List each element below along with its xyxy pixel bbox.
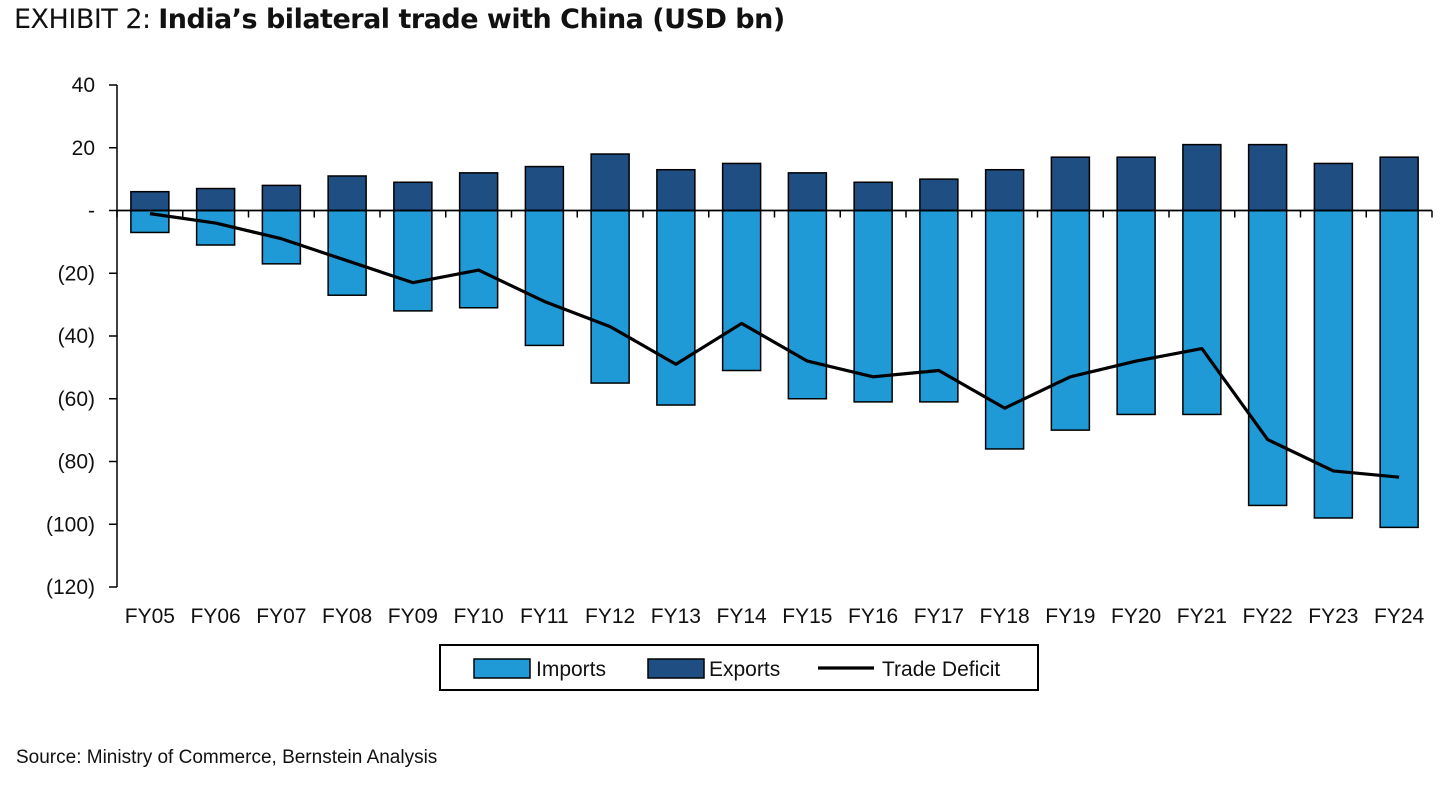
legend-exports-swatch xyxy=(647,658,705,679)
exports-bar-fy12 xyxy=(590,153,630,212)
exports-bar-fy10 xyxy=(458,172,499,212)
exports-bar-fy11 xyxy=(524,165,565,212)
exports-bar-fy14 xyxy=(721,162,762,212)
x-tick-label: FY10 xyxy=(454,605,504,628)
imports-bar-fy24 xyxy=(1379,209,1419,529)
legend-deficit-label: Trade Deficit xyxy=(882,658,1000,681)
x-tick-label: FY17 xyxy=(914,605,964,628)
title-text: India’s bilateral trade with China (USD … xyxy=(158,4,785,35)
x-tick-label: FY08 xyxy=(322,605,372,628)
y-tick-label: (20) xyxy=(58,262,95,285)
imports-bar-fy09 xyxy=(393,209,433,312)
imports-bar-fy13 xyxy=(656,209,696,406)
y-tick-label: (80) xyxy=(58,451,95,474)
exports-bar-fy20 xyxy=(1116,156,1156,212)
x-tick-label: FY24 xyxy=(1374,605,1425,628)
x-tick-label: FY16 xyxy=(848,605,898,628)
y-tick-label: 20 xyxy=(72,137,95,160)
exports-bar-fy06 xyxy=(195,187,236,212)
exports-bar-fy21 xyxy=(1182,143,1222,212)
legend-imports-swatch xyxy=(473,658,531,679)
x-tick-label: FY05 xyxy=(125,605,175,628)
imports-bar-fy08 xyxy=(327,209,367,296)
x-tick-label: FY12 xyxy=(585,605,635,628)
x-tick-label: FY22 xyxy=(1243,605,1293,628)
imports-bar-fy22 xyxy=(1247,209,1288,507)
imports-bar-fy21 xyxy=(1182,209,1222,416)
exports-bar-fy16 xyxy=(853,181,893,212)
x-tick-label: FY14 xyxy=(717,605,768,628)
exports-bar-fy09 xyxy=(393,181,433,212)
y-tick-label: (100) xyxy=(46,513,95,536)
x-tick-label: FY23 xyxy=(1308,605,1358,628)
exports-bar-fy05 xyxy=(130,190,170,212)
exports-bar-fy24 xyxy=(1379,156,1419,212)
x-tick-label: FY19 xyxy=(1045,605,1095,628)
imports-bar-fy10 xyxy=(458,209,499,309)
trade-deficit-line xyxy=(149,212,1400,479)
imports-bar-fy11 xyxy=(524,209,565,347)
exports-bar-fy07 xyxy=(261,184,302,212)
exports-bar-fy13 xyxy=(656,168,696,212)
imports-bar-fy18 xyxy=(984,209,1025,450)
y-tick-label: (120) xyxy=(46,576,95,599)
source-note: Source: Ministry of Commerce, Bernstein … xyxy=(16,747,438,768)
exports-bar-fy15 xyxy=(787,172,828,212)
y-tick-label: - xyxy=(88,200,95,223)
exports-bar-fy18 xyxy=(984,168,1025,212)
y-tick-label: 40 xyxy=(72,74,95,97)
imports-bar-fy20 xyxy=(1116,209,1156,416)
x-tick-label: FY06 xyxy=(191,605,241,628)
exports-bar-fy23 xyxy=(1313,162,1354,212)
imports-bar-fy12 xyxy=(590,209,630,384)
x-tick-label: FY13 xyxy=(651,605,701,628)
x-tick-label: FY11 xyxy=(520,605,569,628)
chart-title: EXHIBIT 2: India’s bilateral trade with … xyxy=(14,4,785,35)
exports-bar-fy17 xyxy=(919,178,959,212)
x-tick-label: FY15 xyxy=(782,605,832,628)
y-tick-label: (40) xyxy=(58,325,95,348)
x-tick-label: FY21 xyxy=(1177,605,1227,628)
imports-bar-fy14 xyxy=(721,209,762,372)
exports-bar-fy22 xyxy=(1247,143,1288,212)
exports-bar-fy08 xyxy=(327,175,367,212)
legend-exports-label: Exports xyxy=(709,658,780,681)
y-tick-label: (60) xyxy=(58,388,95,411)
legend-imports-label: Imports xyxy=(536,658,606,681)
legend-box xyxy=(439,644,1039,691)
exports-bar-fy19 xyxy=(1050,156,1091,212)
x-tick-label: FY20 xyxy=(1111,605,1161,628)
imports-bar-fy15 xyxy=(787,209,828,400)
x-tick-label: FY07 xyxy=(256,605,306,628)
imports-bar-fy19 xyxy=(1050,209,1091,431)
x-tick-label: FY18 xyxy=(980,605,1030,628)
x-tick-label: FY09 xyxy=(388,605,438,628)
exhibit-label: EXHIBIT 2: xyxy=(14,4,151,35)
